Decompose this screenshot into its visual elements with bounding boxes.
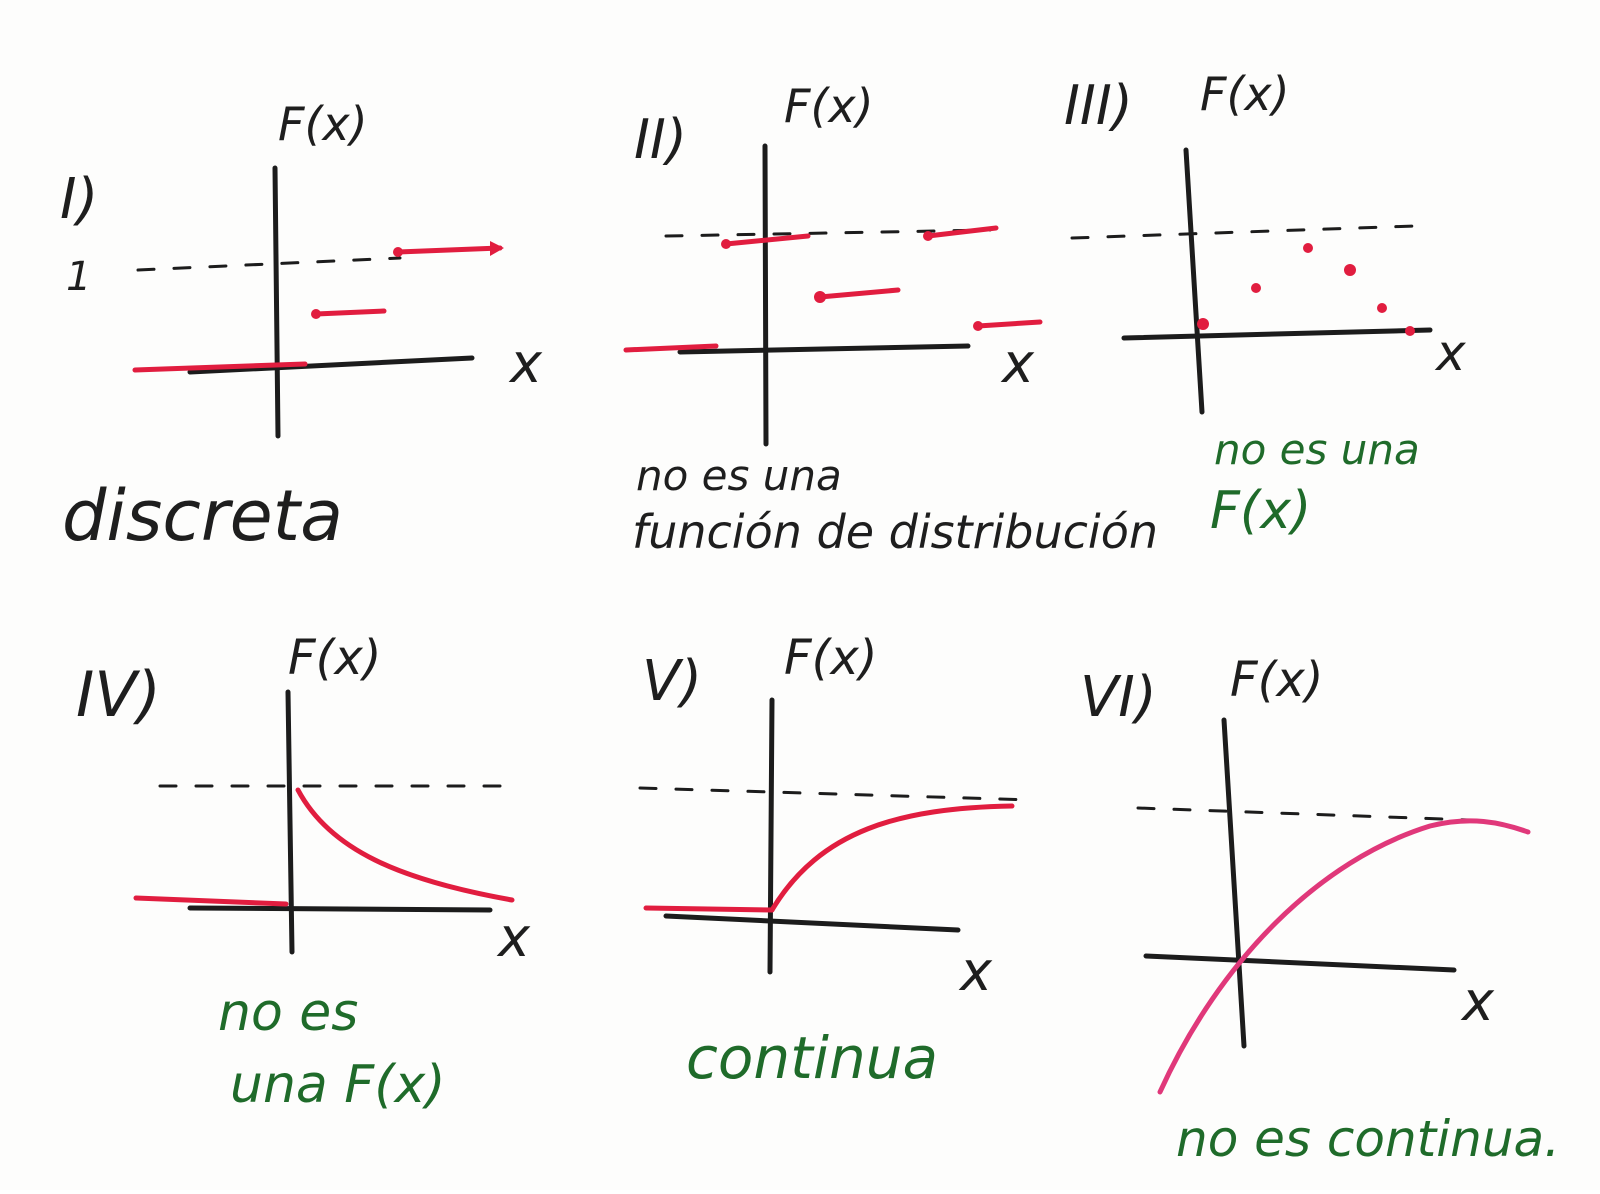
panel-vi: VI) F(x) x no es continua.	[1080, 652, 1560, 1168]
panel-iv-y-axis	[285, 689, 295, 955]
panel-iv-note-line-2: una F(x)	[230, 1055, 446, 1115]
panel-iii-x-axis	[1121, 327, 1433, 341]
panel-ii-step-drop	[975, 319, 1043, 329]
panel-iv-curve-decreasing	[295, 787, 515, 903]
panel-v: V) F(x) x continua	[638, 630, 1034, 1092]
panel-iv-x-axis-label: x	[496, 906, 531, 969]
panel-i-step-one-dot	[393, 247, 403, 257]
panel-iii-y-axis	[1183, 147, 1205, 415]
panel-ii-step-high-right	[925, 225, 999, 239]
panel-i-y-axis	[272, 165, 281, 439]
panel-i-note: discreta	[62, 475, 343, 557]
panel-vi-y-axis-label: F(x)	[1230, 652, 1323, 708]
panel-iii-note-line-2: F(x)	[1210, 481, 1311, 541]
panel-iii-point	[1344, 264, 1356, 276]
panel-v-y-axis	[767, 697, 775, 975]
panel-iv-x-axis	[187, 905, 493, 913]
panel-ii: II) F(x) x no es una función de distribu…	[623, 79, 1158, 559]
panel-iv: IV) F(x) x no es una F(x)	[76, 630, 531, 1115]
panel-i-step-zero	[132, 361, 308, 373]
panel-v-label: V)	[642, 649, 702, 714]
panel-i-y-axis-label: F(x)	[278, 97, 368, 151]
panel-iv-label: IV)	[76, 658, 161, 731]
panel-ii-step-drop-dot	[973, 321, 983, 331]
panel-i-step-middle-dot	[311, 309, 321, 319]
panel-vi-y-axis	[1221, 717, 1247, 1049]
panel-i-x-axis-label: x	[508, 332, 543, 395]
panel-ii-y-axis-label: F(x)	[784, 79, 874, 133]
panel-ii-step-high-left	[723, 233, 811, 247]
panel-i-step-one	[395, 245, 503, 255]
panel-iv-note-line-1: no es	[218, 983, 358, 1043]
panel-vi-label: VI)	[1080, 665, 1157, 730]
panel-iii-point	[1197, 318, 1209, 330]
panel-ii-x-axis-label: x	[1000, 332, 1035, 395]
panel-v-y-axis-label: F(x)	[784, 630, 877, 686]
panel-v-x-axis-label: x	[958, 940, 993, 1003]
panel-iii-point	[1405, 326, 1415, 336]
panel-vi-x-axis-label: x	[1460, 970, 1495, 1033]
panel-ii-step-high-left-dot	[721, 239, 731, 249]
panel-ii-step-high-right-dot	[923, 231, 933, 241]
panel-iii-x-axis-label: x	[1434, 324, 1466, 382]
panel-v-curve-left	[643, 905, 775, 913]
panel-ii-note-line-2: función de distribución	[632, 505, 1158, 559]
panel-ii-y-axis	[762, 143, 769, 447]
panel-iii: III) F(x) x no es una F(x)	[1064, 67, 1466, 541]
panel-v-one-level-dashes	[638, 786, 1034, 802]
panel-iii-label: III)	[1064, 74, 1133, 137]
panel-ii-step-middle-dot	[814, 291, 826, 303]
panel-iii-y-axis-label: F(x)	[1200, 67, 1290, 121]
panel-ii-label: II)	[634, 108, 687, 171]
panel-i-arrow-head	[490, 241, 504, 256]
panel-i-label: I)	[60, 167, 98, 232]
panel-v-curve-increasing	[769, 803, 1015, 913]
panel-vi-curve	[1157, 818, 1531, 1095]
panel-iii-point	[1377, 303, 1387, 313]
panel-i-step-middle	[313, 308, 387, 317]
panel-ii-step-middle	[817, 287, 901, 300]
panel-ii-step-zero	[623, 343, 719, 353]
panel-i-tick-label: 1	[66, 254, 91, 300]
panel-i-x-axis	[187, 355, 475, 375]
panel-v-x-axis	[663, 913, 961, 933]
panel-iii-one-level-dashes	[1070, 224, 1416, 240]
panel-vi-x-axis	[1143, 953, 1457, 973]
panel-ii-x-axis	[677, 343, 971, 355]
panel-iii-point	[1251, 283, 1261, 293]
panel-iv-curve-left	[133, 895, 289, 907]
panel-v-note: continua	[686, 1024, 938, 1092]
panel-ii-note-line-1: no es una	[636, 451, 842, 500]
panel-vi-note: no es continua.	[1176, 1110, 1560, 1168]
panel-vi-one-level-dashes	[1136, 806, 1472, 822]
panel-iii-note-line-1: no es una	[1214, 425, 1420, 474]
panel-iii-point	[1303, 243, 1313, 253]
panel-i: I) F(x) 1 x discreta	[60, 97, 543, 557]
panel-i-one-level-dashes	[136, 256, 402, 272]
panel-iv-y-axis-label: F(x)	[288, 630, 381, 686]
